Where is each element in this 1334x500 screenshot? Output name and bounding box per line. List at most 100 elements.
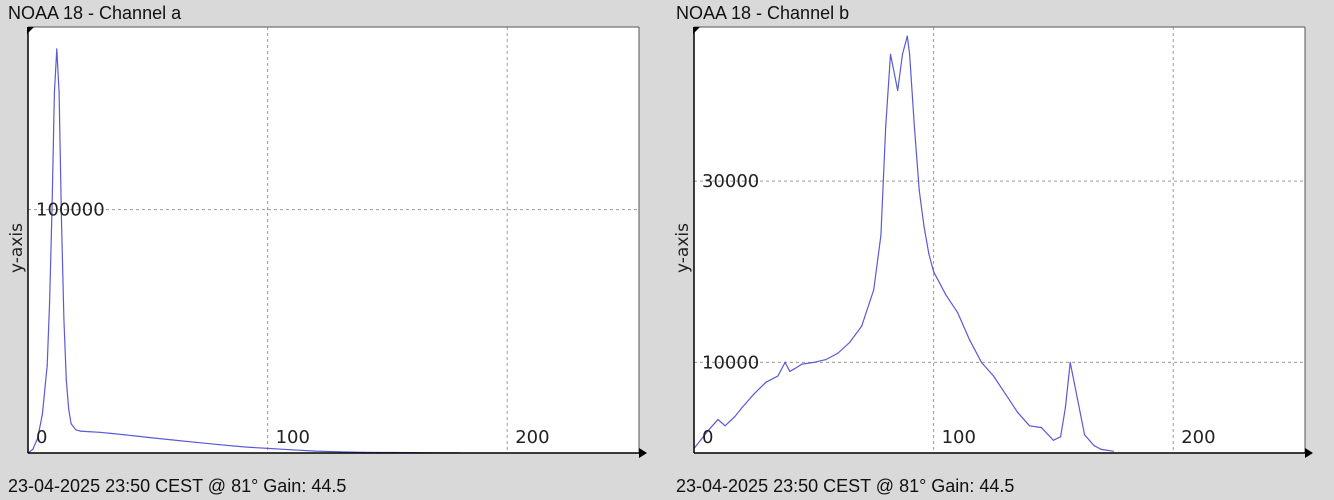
chart-b-data-point — [968, 339, 971, 341]
chart-b-data-point — [923, 225, 925, 228]
chart-b-data-point — [1100, 448, 1102, 450]
chart-b-data-point — [861, 325, 863, 327]
chart-b-data-point — [928, 252, 930, 255]
chart-a-footer: 23-04-2025 23:50 CEST @ 81° Gain: 44.5 — [8, 476, 347, 496]
chart-b-plot-area — [694, 27, 1305, 453]
chart-b-y-axis-arrow — [693, 27, 700, 34]
chart-b-data-point — [765, 381, 767, 383]
chart-a-data-point — [70, 423, 72, 425]
chart-b-data-point — [1052, 439, 1055, 441]
chart-b-data-point — [1112, 450, 1114, 452]
chart-b-data-point — [707, 429, 709, 431]
chart-a-data-point — [56, 48, 58, 50]
chart-b-data-point — [1004, 393, 1007, 395]
chart-a-data-point — [171, 439, 173, 441]
chart-b-data-point — [849, 341, 851, 344]
chart-b-data-point — [1093, 445, 1095, 447]
chart-a-data-point — [53, 92, 55, 94]
chart-b-x-tick-label: 100 — [942, 427, 976, 448]
chart-b-series-line — [693, 35, 1114, 452]
chart-b-data-point — [813, 361, 815, 363]
chart-a-title: NOAA 18 - Channel a — [8, 3, 182, 23]
chart-b-data-point — [880, 234, 882, 237]
chart-b-data-point — [1069, 361, 1071, 363]
chart-b-footer: 23-04-2025 23:50 CEST @ 81° Gain: 44.5 — [676, 476, 1015, 496]
chart-b-data-point — [700, 438, 702, 441]
chart-b-data-point — [1083, 434, 1086, 436]
chart-b-data-point — [753, 393, 755, 395]
chart-b-data-point — [909, 53, 911, 55]
chart-a-data-point — [135, 435, 137, 437]
chart-b-data-point — [901, 53, 904, 55]
chart-a-data-point — [58, 92, 60, 94]
chart-a-data-point — [51, 208, 53, 211]
chart-b-title: NOAA 18 - Channel b — [676, 3, 850, 23]
chart-a-y-axis-label: y-axis — [7, 223, 27, 273]
chart-a-data-point — [147, 436, 149, 439]
chart-b-data-point — [724, 425, 726, 427]
chart-b-data-point — [789, 370, 791, 373]
chart-a-series-line — [27, 48, 460, 454]
chart-a-plot-area — [28, 27, 639, 453]
chart-b-x-tick-label: 0 — [702, 427, 713, 448]
chart-b-data-point — [734, 416, 736, 418]
chart-b-data-point — [992, 375, 995, 377]
chart-b-data-point — [980, 361, 983, 363]
chart-b-data-point — [1040, 427, 1043, 429]
chart-a-data-point — [314, 450, 317, 452]
chart-a-data-point — [75, 429, 77, 431]
chart-a-data-point — [243, 446, 245, 448]
chart-b-data-point — [794, 368, 796, 370]
chart-b-y-tick-label: 10000 — [702, 352, 759, 373]
chart-b-data-point — [873, 289, 875, 291]
chart-b-data-point — [837, 352, 839, 354]
chart-a-x-tick-label: 100 — [276, 427, 310, 448]
chart-a-data-point — [219, 444, 221, 446]
chart-a-data-point — [63, 318, 65, 320]
chart-a-data-point — [41, 413, 43, 415]
chart-a-data-point — [32, 448, 34, 450]
chart-b-data-point — [913, 126, 916, 128]
chart-a-y-tick-label: 100000 — [36, 200, 105, 221]
chart-b-data-point — [956, 311, 959, 314]
chart-b-data-point — [717, 418, 719, 421]
chart-a-data-point — [99, 431, 101, 433]
chart-b-data-point — [1060, 436, 1062, 438]
chart-a-data-point — [338, 451, 341, 453]
chart-a-x-tick-label: 200 — [515, 427, 549, 448]
chart-b-data-point — [897, 89, 899, 92]
chart-a-plot: 0 100 200 100000 y-axis — [7, 26, 647, 458]
chart-b-data-point — [1064, 407, 1066, 409]
chart-a-data-point — [111, 432, 113, 435]
chart-a-data-point — [65, 379, 67, 381]
chart-a-data-point — [46, 364, 48, 366]
chart-b-data-point — [784, 361, 786, 363]
chart-b-data-point — [1028, 425, 1031, 427]
chart-a-data-point — [267, 447, 269, 449]
chart-a-data-point — [60, 221, 63, 223]
chart-b-data-point — [918, 189, 920, 191]
chart-b-data-point — [825, 359, 827, 361]
chart-b-data-point — [889, 53, 892, 55]
chart-a-data-point — [123, 434, 125, 436]
chart-b-data-point — [933, 271, 935, 273]
chart-a-data-point — [68, 408, 70, 410]
chart-b-data-point — [1016, 411, 1019, 413]
chart-b-x-tick-label: 200 — [1181, 427, 1215, 448]
chart-b-data-point — [906, 35, 908, 37]
chart-a-data-point — [36, 437, 39, 439]
chart-b-y-tick-label: 30000 — [702, 171, 759, 192]
chart-b-plot: 0 100 200 10000 30000 y-axis — [673, 26, 1313, 458]
chart-b-data-point — [944, 293, 947, 295]
chart-a-data-point — [195, 441, 197, 443]
chart-a-data-point — [87, 430, 89, 433]
chart-b-y-axis-label: y-axis — [673, 223, 693, 273]
chart-a-data-point — [80, 430, 82, 432]
chart-a-data-point — [290, 449, 293, 451]
chart-b-data-point — [885, 126, 887, 128]
chart-b-data-point — [777, 375, 779, 377]
chart-b-x-axis-arrow — [1305, 448, 1313, 458]
chart-a-x-axis-arrow — [639, 448, 647, 458]
chart-a-y-axis-arrow — [27, 27, 34, 34]
